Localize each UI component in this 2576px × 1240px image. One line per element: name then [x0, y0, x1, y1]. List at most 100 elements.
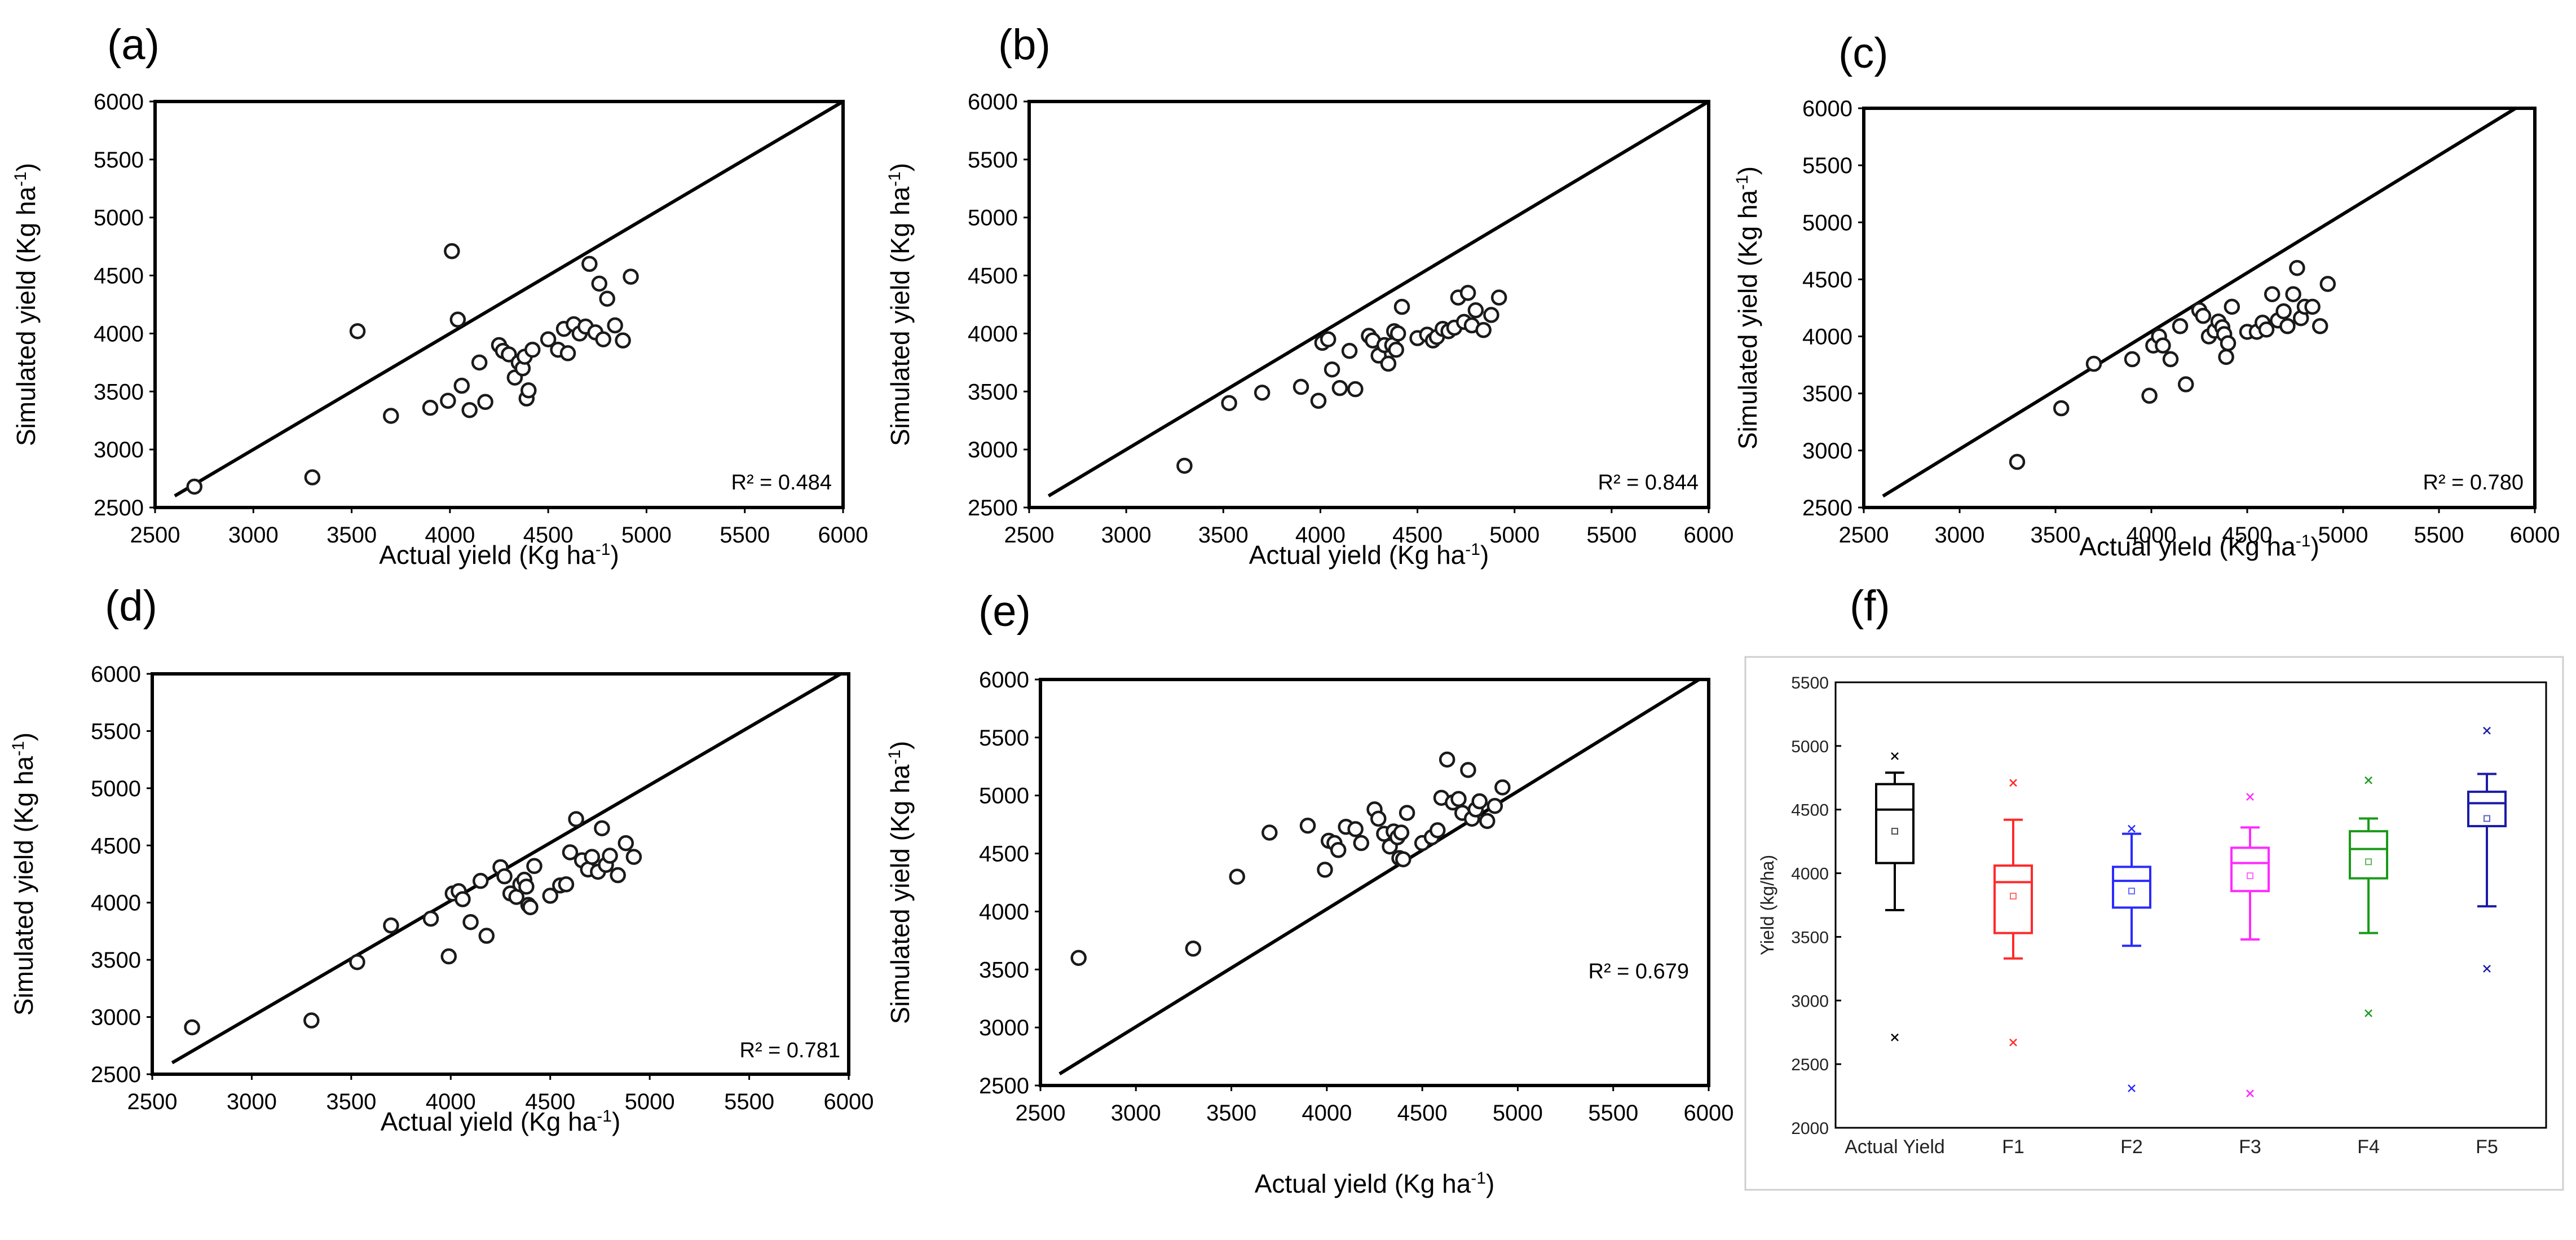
data-point-e [1487, 797, 1503, 814]
data-point-b [1459, 285, 1476, 301]
y-tick-label-d: 5000 [91, 776, 141, 801]
x-tick-label-b: 4500 [1392, 523, 1443, 548]
box-category-label-3: F3 [2239, 1136, 2261, 1158]
box-plot-frame [1834, 681, 2547, 1129]
y-tick-label-c: 2500 [1802, 496, 1852, 520]
x-tick-label-b: 4000 [1295, 523, 1346, 548]
y-tick-label-e: 5500 [979, 726, 1029, 751]
y-axis-title-d: Simulated yield (Kg ha-1) [9, 732, 39, 1016]
r-squared-label-b: R² = 0.844 [1598, 471, 1699, 495]
data-point-b [1380, 355, 1397, 372]
x-tick-label-e: 4000 [1302, 1101, 1352, 1126]
data-point-c [2319, 276, 2336, 292]
panel-label-c: (c) [1838, 29, 1889, 77]
plot-frame-b [1027, 100, 1710, 509]
y-tick-label-e: 3500 [979, 957, 1029, 982]
data-point-e [1347, 821, 1364, 837]
y-tick-label-d: 2500 [91, 1062, 141, 1087]
data-point-e [1261, 824, 1278, 841]
box-body-1 [1993, 864, 2033, 934]
data-point-e [1471, 793, 1488, 810]
data-point-d [383, 917, 399, 934]
data-point-d [184, 1019, 200, 1036]
y-tick-label-b: 4000 [968, 321, 1018, 346]
y-axis-title-c: Simulated yield (Kg ha-1) [1733, 166, 1763, 449]
x-tick-label-d: 3500 [326, 1089, 376, 1114]
data-point-a [383, 408, 399, 424]
x-tick-label-b: 3000 [1101, 523, 1152, 548]
box-outlier-2 [2128, 1084, 2136, 1092]
box-y-axis-title: Yield (kg/ha) [1757, 855, 1777, 955]
y-tick-label-c: 5500 [1802, 153, 1852, 178]
data-point-c [2195, 307, 2212, 324]
data-point-e [1460, 762, 1476, 778]
x-axis-title-e: Actual yield (Kg ha-1) [1255, 1169, 1495, 1199]
x-tick-label-e: 3500 [1206, 1101, 1256, 1126]
y-tick-label-a: 2500 [94, 496, 144, 520]
data-point-b [1324, 361, 1340, 378]
data-point-b [1490, 289, 1507, 306]
data-point-e [1330, 842, 1347, 858]
data-point-e [1370, 810, 1387, 827]
data-point-c [2224, 298, 2240, 315]
box-outlier-5 [2483, 726, 2491, 735]
data-point-c [2285, 286, 2301, 302]
box-y-tick-label: 5500 [1791, 674, 1829, 692]
x-axis-title-d: Actual yield (Kg ha-1) [381, 1107, 621, 1137]
box-panel-frame [1744, 656, 2564, 1191]
box-mean-5 [2484, 815, 2490, 822]
y-tick-label-d: 5500 [91, 719, 141, 744]
x-tick-label-c: 3500 [2031, 523, 2081, 548]
panel-label-d: (d) [105, 582, 157, 630]
r-squared-label-e: R² = 0.679 [1589, 960, 1690, 983]
data-point-c [2162, 351, 2179, 368]
y-tick-label-e: 5000 [979, 784, 1029, 809]
data-point-d [518, 879, 535, 895]
data-point-e [1479, 813, 1496, 829]
data-point-c [2053, 400, 2070, 417]
y-tick-label-c: 6000 [1802, 96, 1852, 121]
data-point-e [1070, 950, 1087, 966]
chart-e: 2500 3000 3500 4000 4500 5000 5500 6000 2500 3000… [885, 668, 1734, 1198]
x-tick-label-b: 6000 [1684, 523, 1734, 548]
x-tick-label-c: 3000 [1935, 523, 1985, 548]
box-outlier-0 [1891, 1033, 1899, 1042]
data-point-c [2275, 303, 2292, 320]
data-point-a [595, 331, 611, 347]
data-point-d [610, 867, 626, 884]
x-tick-label-a: 4500 [523, 523, 574, 548]
data-point-c [2141, 387, 2158, 404]
box-outlier-3 [2246, 1089, 2254, 1097]
x-tick-label-d: 4000 [426, 1089, 476, 1114]
x-tick-label-e: 4500 [1397, 1101, 1448, 1126]
panel-label-e: (e) [978, 588, 1031, 636]
data-point-d [568, 811, 584, 827]
box-outlier-0 [1891, 752, 1899, 760]
box-mean-1 [2010, 893, 2017, 900]
data-point-c [2177, 376, 2194, 392]
panel-label-f: (f) [1850, 582, 1890, 630]
data-point-a [471, 354, 488, 371]
box-outlier-1 [2009, 1038, 2017, 1047]
x-tick-label-c: 2500 [1839, 523, 1889, 548]
x-tick-label-d: 2500 [127, 1089, 178, 1114]
panel-label-a: (a) [107, 21, 160, 69]
data-point-d [542, 888, 558, 904]
y-axis-title-b: Simulated yield (Kg ha-1) [885, 163, 915, 446]
data-point-a [599, 290, 615, 307]
data-point-b [1254, 385, 1271, 401]
data-point-c [2220, 335, 2237, 351]
data-point-b [1347, 381, 1364, 398]
data-point-c [2304, 298, 2321, 315]
box-category-label-2: F2 [2120, 1136, 2143, 1158]
y-tick-label-b: 3000 [968, 438, 1018, 462]
data-point-c [2289, 259, 2305, 276]
x-tick-label-e: 2500 [1016, 1101, 1066, 1126]
data-point-c [2009, 453, 2026, 470]
y-tick-label-a: 4000 [94, 321, 144, 346]
data-point-a [521, 382, 537, 399]
x-tick-label-b: 5500 [1586, 523, 1637, 548]
box-body-2 [2112, 866, 2151, 909]
box-body-0 [1875, 783, 1915, 864]
data-point-b [1393, 298, 1410, 315]
